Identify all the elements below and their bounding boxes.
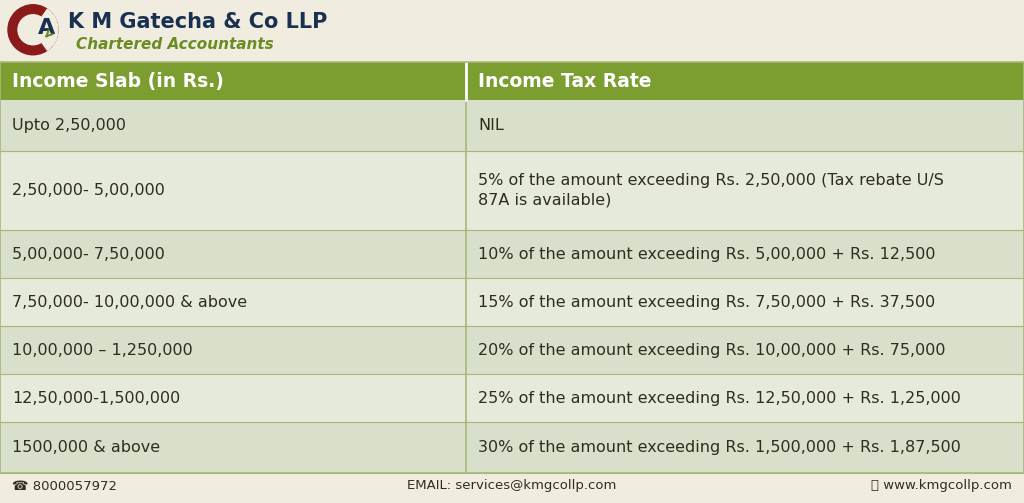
Bar (0, 374, 466, 423)
Text: EMAIL: services@kmgcollp.com: EMAIL: services@kmgcollp.com (408, 479, 616, 492)
Bar (466, 230, 1024, 278)
Bar (466, 150, 1024, 230)
Bar (0, 150, 466, 230)
Bar (0, 278, 466, 326)
Text: 7,50,000- 10,00,000 & above: 7,50,000- 10,00,000 & above (12, 295, 247, 310)
Text: Upto 2,50,000: Upto 2,50,000 (12, 118, 126, 133)
Bar (466, 374, 1024, 423)
Text: 2,50,000- 5,00,000: 2,50,000- 5,00,000 (12, 183, 165, 198)
Text: 12,50,000-1,500,000: 12,50,000-1,500,000 (12, 391, 180, 406)
Bar (466, 423, 1024, 473)
Bar (466, 326, 1024, 374)
Bar (0, 62, 1024, 100)
Text: 1500,000 & above: 1500,000 & above (12, 440, 160, 455)
Circle shape (8, 5, 58, 55)
Text: 10,00,000 – 1,250,000: 10,00,000 – 1,250,000 (12, 343, 193, 358)
Text: NIL: NIL (478, 118, 504, 133)
Text: 30% of the amount exceeding Rs. 1,500,000 + Rs. 1,87,500: 30% of the amount exceeding Rs. 1,500,00… (478, 440, 961, 455)
Text: 10% of the amount exceeding Rs. 5,00,000 + Rs. 12,500: 10% of the amount exceeding Rs. 5,00,000… (478, 246, 935, 262)
Bar (466, 100, 1024, 150)
Circle shape (18, 15, 48, 45)
Text: ☎ 8000057972: ☎ 8000057972 (12, 479, 117, 492)
Bar (0, 0, 1024, 62)
Bar (0, 100, 466, 150)
Text: ⓘ www.kmgcollp.com: ⓘ www.kmgcollp.com (871, 479, 1012, 492)
Text: K M Gatecha & Co LLP: K M Gatecha & Co LLP (68, 12, 328, 32)
Text: Income Slab (in Rs.): Income Slab (in Rs.) (12, 71, 224, 91)
Text: Income Tax Rate: Income Tax Rate (478, 71, 651, 91)
Bar (0, 326, 466, 374)
Text: 20% of the amount exceeding Rs. 10,00,000 + Rs. 75,000: 20% of the amount exceeding Rs. 10,00,00… (478, 343, 945, 358)
Text: 15% of the amount exceeding Rs. 7,50,000 + Rs. 37,500: 15% of the amount exceeding Rs. 7,50,000… (478, 295, 935, 310)
Text: Chartered Accountants: Chartered Accountants (76, 37, 273, 52)
Bar (0, 423, 466, 473)
Text: 5,00,000- 7,50,000: 5,00,000- 7,50,000 (12, 246, 165, 262)
Bar (0, 230, 466, 278)
Text: 5% of the amount exceeding Rs. 2,50,000 (Tax rebate U/S
87A is available): 5% of the amount exceeding Rs. 2,50,000 … (478, 173, 944, 208)
Wedge shape (33, 9, 58, 50)
Bar (466, 278, 1024, 326)
Text: 25% of the amount exceeding Rs. 12,50,000 + Rs. 1,25,000: 25% of the amount exceeding Rs. 12,50,00… (478, 391, 961, 406)
Text: A: A (38, 18, 55, 38)
